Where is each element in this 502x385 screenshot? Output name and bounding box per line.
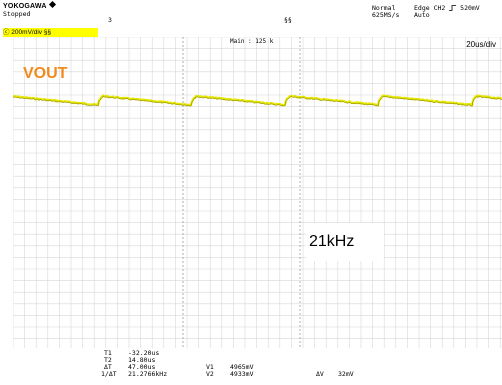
dt-value: 47.00us (128, 363, 156, 371)
dv-value: 32mV (338, 370, 354, 378)
trigger-level: 520mV (460, 4, 480, 12)
diamond-icon (48, 0, 56, 9)
graticule (13, 37, 502, 348)
v2-value: 4933mV (230, 370, 254, 378)
main-zoom-label: Main : 125 k (230, 38, 274, 45)
vout-label: VOUT (23, 65, 68, 82)
channel-scale-tag[interactable]: ⓒ 200mV/div §§ (3, 28, 98, 37)
v1-value: 4965mV (230, 363, 254, 371)
t2-label: T2 (104, 356, 112, 364)
dv-label: ΔV (316, 370, 324, 378)
v2-label: V2 (206, 370, 214, 378)
trigger-type: Edge CH2 (414, 4, 446, 12)
rising-edge-icon (449, 5, 457, 11)
brand-logo: YOKOGAWA (3, 0, 56, 10)
t1-value: -32.20us (128, 349, 160, 357)
t2-value: 14.80us (128, 356, 156, 364)
inv-dt-value: 21.2766kHz (128, 370, 168, 378)
trigger-mode: Auto (414, 11, 430, 19)
timebase-label: 20us/div (466, 40, 496, 49)
waveform-display (13, 37, 502, 348)
sample-rate: 625MS/s (372, 11, 400, 19)
inv-dt-label: 1/ΔT (101, 370, 117, 378)
vout-trace (13, 94, 502, 108)
acq-mode: Normal (372, 4, 396, 12)
v1-label: V1 (206, 363, 214, 371)
trigger-position-marker: §§ (284, 16, 292, 24)
vout-trace-noise (13, 95, 502, 107)
acquisition-count: 3 (108, 16, 112, 24)
trigger-setting: Edge CH2 520mV (414, 5, 480, 12)
acquisition-status: Stopped (3, 10, 31, 18)
t1-label: T1 (104, 349, 112, 357)
dt-label: ΔT (104, 363, 112, 371)
frequency-annotation: 21kHz (306, 223, 384, 261)
brand-text: YOKOGAWA (3, 3, 47, 10)
